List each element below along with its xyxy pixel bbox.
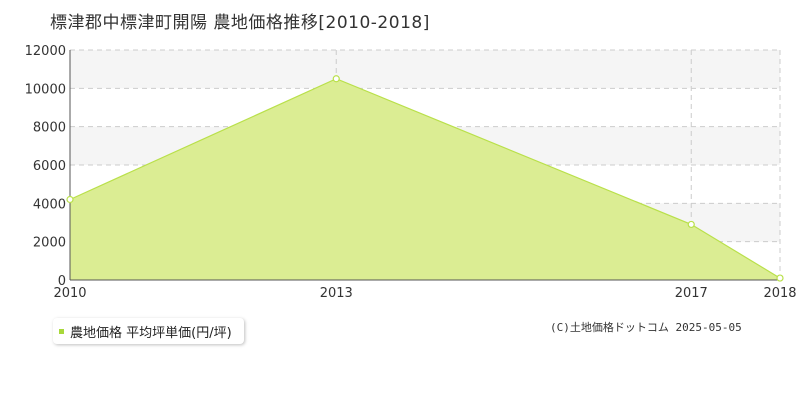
y-tick-label: 8000 [33, 121, 66, 136]
x-tick-label: 2010 [53, 286, 86, 300]
y-tick-label: 4000 [33, 197, 66, 212]
data-points [66, 75, 784, 282]
data-point [776, 274, 784, 282]
data-point [66, 195, 74, 204]
y-tick-label: 10000 [25, 82, 66, 97]
chart: 0 2000 4000 6000 8000 10000 12000 2010 2013 2017… [25, 44, 797, 300]
legend-label: 農地価格 平均坪単価(円/坪) [70, 325, 232, 341]
area-series [70, 78, 780, 280]
y-tick-label: 0 [58, 274, 66, 289]
y-tick-labels: 0 2000 4000 6000 8000 10000 12000 [25, 44, 66, 289]
chart-title: 標津郡中標津町開陽 農地価格推移[2010-2018] [50, 13, 430, 33]
y-tick-label: 2000 [33, 236, 66, 251]
x-tick-label: 2017 [675, 286, 708, 300]
legend-marker [59, 328, 64, 334]
legend: 農地価格 平均坪単価(円/坪) [53, 318, 244, 344]
data-point [687, 220, 695, 229]
y-tick-label: 12000 [25, 44, 66, 59]
plot-band [70, 50, 780, 89]
x-tick-label: 2013 [320, 286, 353, 300]
y-tick-label: 6000 [33, 159, 66, 174]
data-point [332, 75, 340, 83]
copyright-text: (C)土地価格ドットコム 2025-05-05 [550, 321, 742, 334]
series-line [69, 78, 781, 279]
x-tick-labels: 2010 2013 2017 2018 [53, 286, 796, 300]
x-tick-label: 2018 [763, 286, 796, 300]
